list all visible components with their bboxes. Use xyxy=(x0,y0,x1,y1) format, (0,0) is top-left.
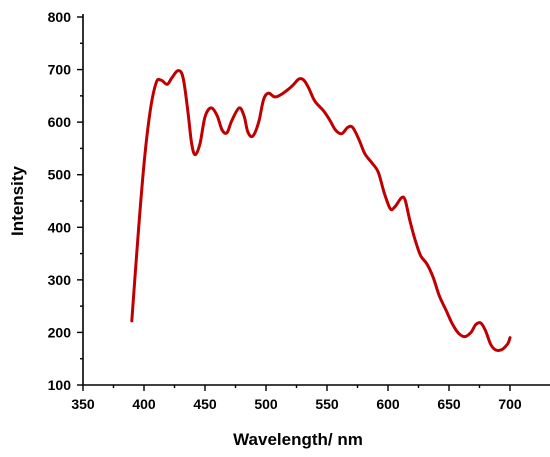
y-tick-label: 100 xyxy=(48,377,72,393)
y-tick-label: 800 xyxy=(48,9,72,25)
x-axis-title: Wavelength/ nm xyxy=(233,430,363,449)
series-line xyxy=(130,69,512,352)
data-series xyxy=(130,69,512,352)
x-tick-label: 700 xyxy=(498,396,522,412)
x-tick-label: 400 xyxy=(132,396,156,412)
y-tick-label: 600 xyxy=(48,114,72,130)
x-tick-label: 500 xyxy=(254,396,278,412)
y-tick-label: 700 xyxy=(48,62,72,78)
tick-labels: 350 400 450 500 550 600 650 700 100 200 300 400 500 6… xyxy=(48,9,522,412)
x-tick-label: 550 xyxy=(315,396,339,412)
x-tick-label: 650 xyxy=(437,396,461,412)
x-tick-label: 450 xyxy=(193,396,217,412)
x-tick-label: 600 xyxy=(376,396,400,412)
tick-marks xyxy=(77,16,511,391)
y-tick-label: 500 xyxy=(48,167,72,183)
x-tick-label: 350 xyxy=(71,396,95,412)
y-tick-label: 200 xyxy=(48,324,72,340)
y-tick-label: 300 xyxy=(48,272,72,288)
axes xyxy=(82,14,550,386)
y-tick-label: 400 xyxy=(48,219,72,235)
y-axis-title: Intensity xyxy=(8,166,27,236)
